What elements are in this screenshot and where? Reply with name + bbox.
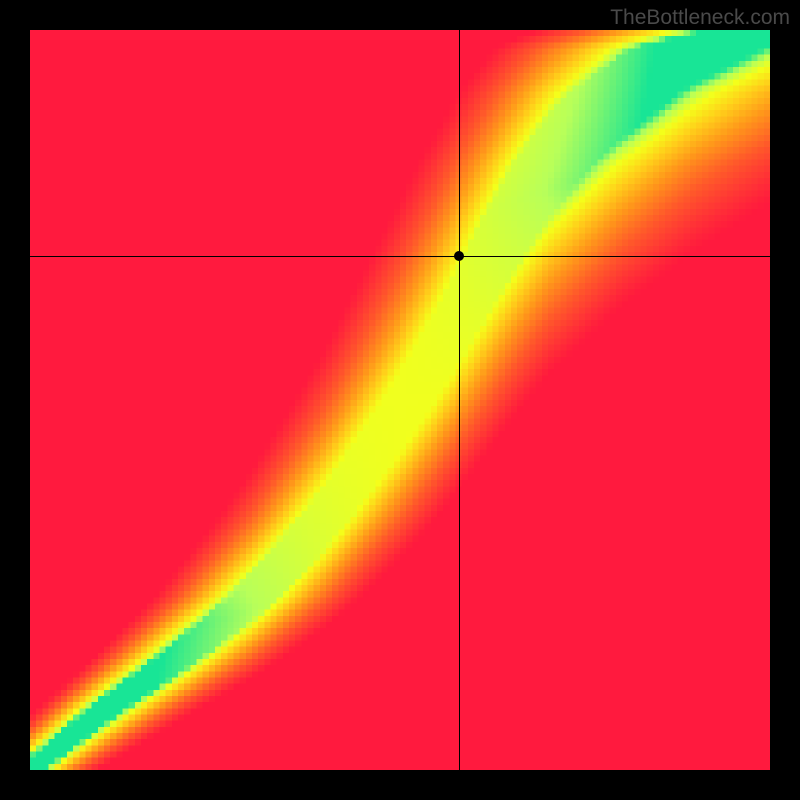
watermark-text: TheBottleneck.com	[610, 6, 790, 30]
heatmap-canvas	[30, 30, 770, 770]
marker-dot	[454, 251, 464, 261]
crosshair-horizontal	[30, 256, 770, 257]
chart-container: TheBottleneck.com	[0, 0, 800, 800]
crosshair-vertical	[459, 30, 460, 770]
plot-area	[30, 30, 770, 770]
